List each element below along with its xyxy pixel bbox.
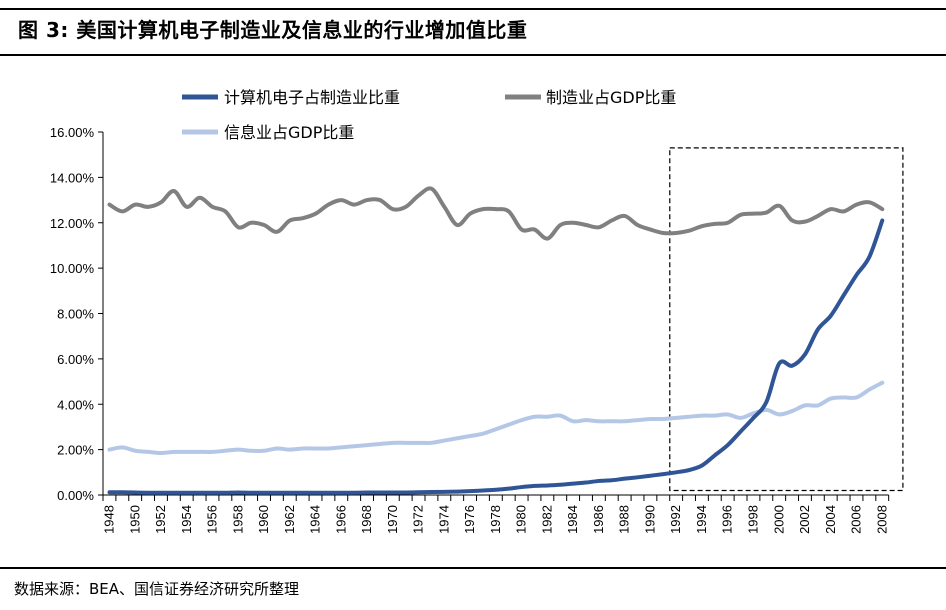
source-note: 数据来源：BEA、国信证券经济研究所整理 (14, 580, 300, 598)
x-tick-label: 1996 (720, 505, 735, 534)
source-rule (0, 567, 946, 569)
x-tick-label: 1994 (694, 505, 709, 534)
x-tick-label: 1998 (746, 505, 761, 534)
x-tick-label: 2000 (771, 505, 786, 534)
x-tick-label: 1972 (411, 505, 426, 534)
x-tick-label: 1952 (153, 505, 168, 534)
x-tick-label: 2008 (874, 505, 889, 534)
x-tick-label: 1960 (256, 505, 271, 534)
series-line-0 (107, 218, 885, 495)
x-tick-label: 1976 (462, 505, 477, 534)
x-tick-label: 1978 (488, 505, 503, 534)
x-tick-label: 2006 (849, 505, 864, 534)
y-tick-label: 6.00% (57, 352, 94, 367)
series-line-2 (107, 380, 885, 456)
series-line-1 (107, 186, 885, 241)
x-tick-label: 1988 (617, 505, 632, 534)
x-tick-label: 1992 (668, 505, 683, 534)
x-tick-label: 1954 (179, 505, 194, 534)
y-tick-label: 14.00% (50, 170, 95, 185)
legend: 计算机电子占制造业比重 制造业占GDP比重 信息业占GDP比重 (182, 88, 676, 142)
legend-label-computer: 计算机电子占制造业比重 (224, 88, 400, 107)
y-tick-label: 10.00% (50, 261, 95, 276)
x-tick-label: 1950 (127, 505, 142, 534)
x-tick-label: 2002 (797, 505, 812, 534)
x-tick-label: 1962 (282, 505, 297, 534)
y-tick-label: 0.00% (57, 488, 94, 503)
x-tick-label: 1984 (565, 505, 580, 534)
figure-title: 图 3: 美国计算机电子制造业及信息业的行业增加值比重 (18, 18, 528, 42)
title-rule (0, 54, 946, 56)
y-tick-label: 16.00% (50, 125, 95, 140)
top-rule (0, 8, 946, 10)
x-tick-label: 1970 (385, 505, 400, 534)
x-tick-label: 1968 (359, 505, 374, 534)
x-tick-label: 1986 (591, 505, 606, 534)
y-tick-label: 4.00% (57, 397, 94, 412)
x-tick-label: 1958 (230, 505, 245, 534)
y-tick-label: 8.00% (57, 307, 94, 322)
x-tick-label: 1964 (308, 505, 323, 534)
x-tick-label: 1982 (539, 505, 554, 534)
legend-label-manufacturing: 制造业占GDP比重 (546, 88, 676, 107)
x-tick-label: 1948 (102, 505, 117, 534)
x-tick-label: 1974 (436, 505, 451, 534)
highlight-box (669, 147, 904, 492)
x-tick-label: 1966 (333, 505, 348, 534)
x-tick-label: 1956 (205, 505, 220, 534)
x-tick-label: 1990 (642, 505, 657, 534)
y-tick-label: 12.00% (50, 216, 95, 231)
y-tick-label: 2.00% (57, 443, 94, 458)
x-tick-label: 2004 (823, 505, 838, 534)
x-tick-label: 1980 (514, 505, 529, 534)
legend-label-information: 信息业占GDP比重 (224, 123, 354, 142)
